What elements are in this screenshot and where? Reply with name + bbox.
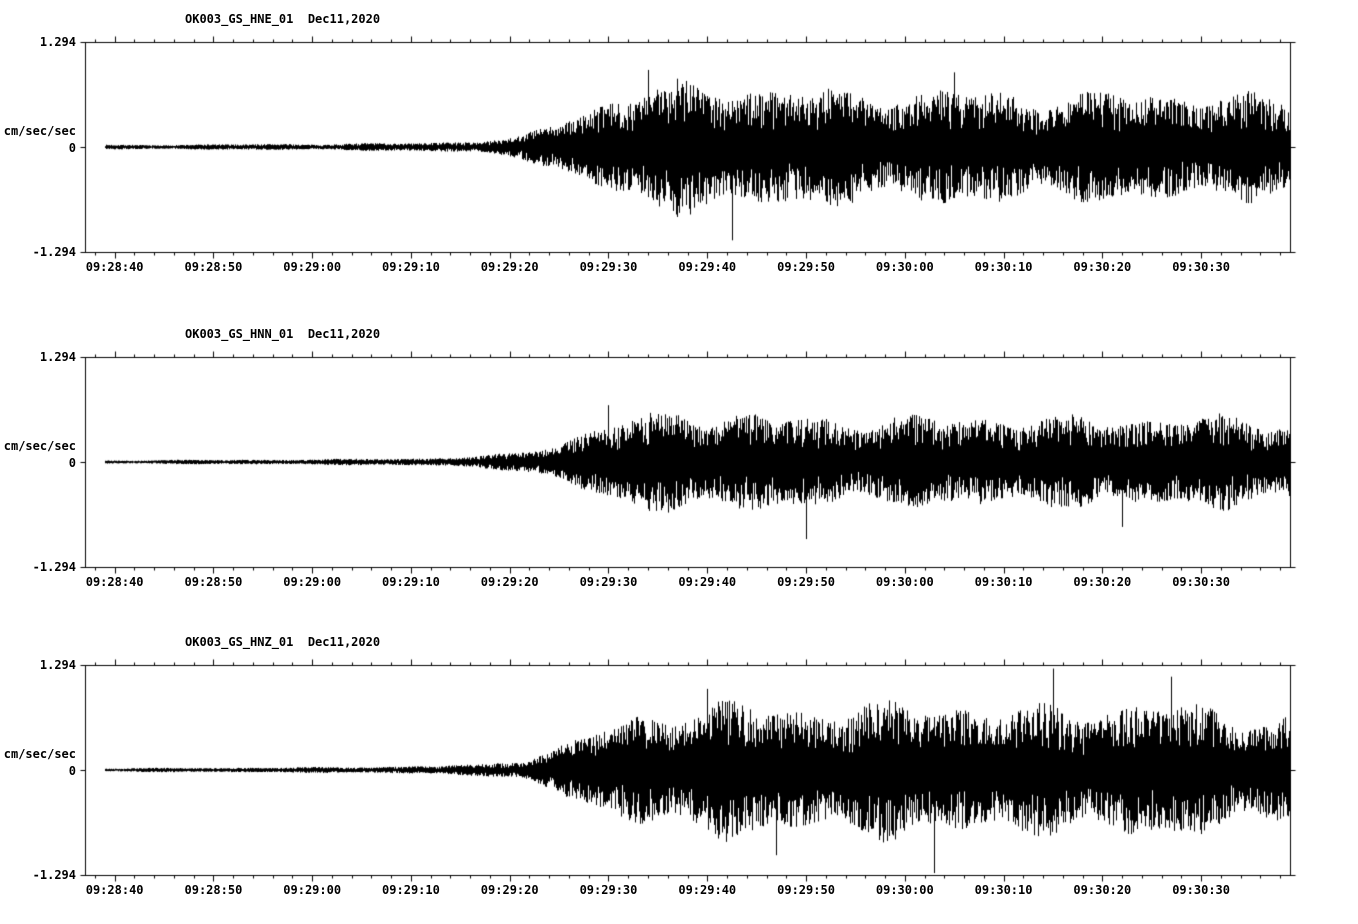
x-tick-label: 09:29:50	[777, 260, 835, 274]
waveform-canvas	[75, 347, 1300, 577]
x-tick-label: 09:29:00	[283, 575, 342, 589]
seismogram-panel-hne: OK003_GS_HNE_01 Dec11,2020 1.294 cm/sec/…	[0, 0, 1358, 300]
x-tick-label: 09:29:20	[480, 260, 539, 274]
y-tick-label-zero: 0	[68, 141, 76, 155]
y-axis-unit-label: cm/sec/sec	[3, 439, 76, 453]
x-tick-label: 09:29:20	[480, 575, 539, 589]
y-axis-unit-label: cm/sec/sec	[3, 747, 76, 761]
x-tick-label: 09:29:30	[579, 260, 638, 274]
waveform-canvas	[75, 32, 1300, 262]
x-tick-label: 09:29:20	[480, 883, 539, 897]
x-tick-label: 09:28:50	[184, 260, 243, 274]
y-tick-label-min: -1.294	[32, 868, 76, 882]
x-tick-label: 09:30:30	[1172, 883, 1230, 897]
y-tick-label-zero: 0	[68, 764, 76, 778]
x-axis-labels: 09:28:40 09:28:50 09:29:00 09:29:10 09:29:20…	[0, 883, 1358, 899]
x-tick-label: 09:29:00	[283, 260, 342, 274]
x-axis-labels: 09:28:40 09:28:50 09:29:00 09:29:10 09:29:20…	[0, 260, 1358, 276]
x-tick-label: 09:30:20	[1073, 260, 1132, 274]
x-tick-label: 09:30:00	[875, 260, 934, 274]
x-tick-label: 09:28:40	[85, 260, 144, 274]
x-tick-label: 09:29:00	[283, 883, 342, 897]
x-tick-label: 09:29:40	[678, 260, 737, 274]
x-tick-label: 09:30:00	[875, 575, 934, 589]
trace-title: OK003_GS_HNZ_01 Dec11,2020	[185, 635, 381, 649]
x-tick-label: 09:28:40	[85, 575, 144, 589]
trace-title: OK003_GS_HNN_01 Dec11,2020	[185, 327, 381, 341]
x-tick-label: 09:29:40	[678, 883, 737, 897]
x-tick-label: 09:29:10	[382, 260, 440, 274]
x-tick-label: 09:30:10	[974, 883, 1033, 897]
x-tick-label: 09:30:30	[1172, 575, 1230, 589]
x-tick-label: 09:28:40	[85, 883, 144, 897]
y-tick-label-max: 1.294	[39, 350, 76, 364]
trace-title: OK003_GS_HNE_01 Dec11,2020	[185, 12, 381, 26]
x-tick-label: 09:29:50	[777, 883, 835, 897]
x-tick-label: 09:28:50	[184, 883, 243, 897]
x-tick-label: 09:29:10	[382, 883, 440, 897]
x-axis-labels: 09:28:40 09:28:50 09:29:00 09:29:10 09:29:20…	[0, 575, 1358, 591]
y-tick-label-min: -1.294	[32, 245, 76, 259]
x-tick-label: 09:30:00	[875, 883, 934, 897]
seismogram-panel-hnz: OK003_GS_HNZ_01 Dec11,2020 1.294 cm/sec/…	[0, 623, 1358, 923]
x-tick-label: 09:29:50	[777, 575, 835, 589]
x-tick-label: 09:30:10	[974, 575, 1033, 589]
y-tick-label-min: -1.294	[32, 560, 76, 574]
y-tick-label-max: 1.294	[39, 658, 76, 672]
y-tick-label-zero: 0	[68, 456, 76, 470]
seismogram-panel-hnn: OK003_GS_HNN_01 Dec11,2020 1.294 cm/sec/…	[0, 315, 1358, 615]
y-axis-unit-label: cm/sec/sec	[3, 124, 76, 138]
x-tick-label: 09:29:40	[678, 575, 737, 589]
y-tick-label-max: 1.294	[39, 35, 76, 49]
x-tick-label: 09:30:20	[1073, 575, 1132, 589]
x-tick-label: 09:28:50	[184, 575, 243, 589]
x-tick-label: 09:30:30	[1172, 260, 1230, 274]
x-tick-label: 09:30:20	[1073, 883, 1132, 897]
x-tick-label: 09:29:30	[579, 883, 638, 897]
x-tick-label: 09:29:10	[382, 575, 440, 589]
x-tick-label: 09:30:10	[974, 260, 1033, 274]
waveform-canvas	[75, 655, 1300, 885]
x-tick-label: 09:29:30	[579, 575, 638, 589]
